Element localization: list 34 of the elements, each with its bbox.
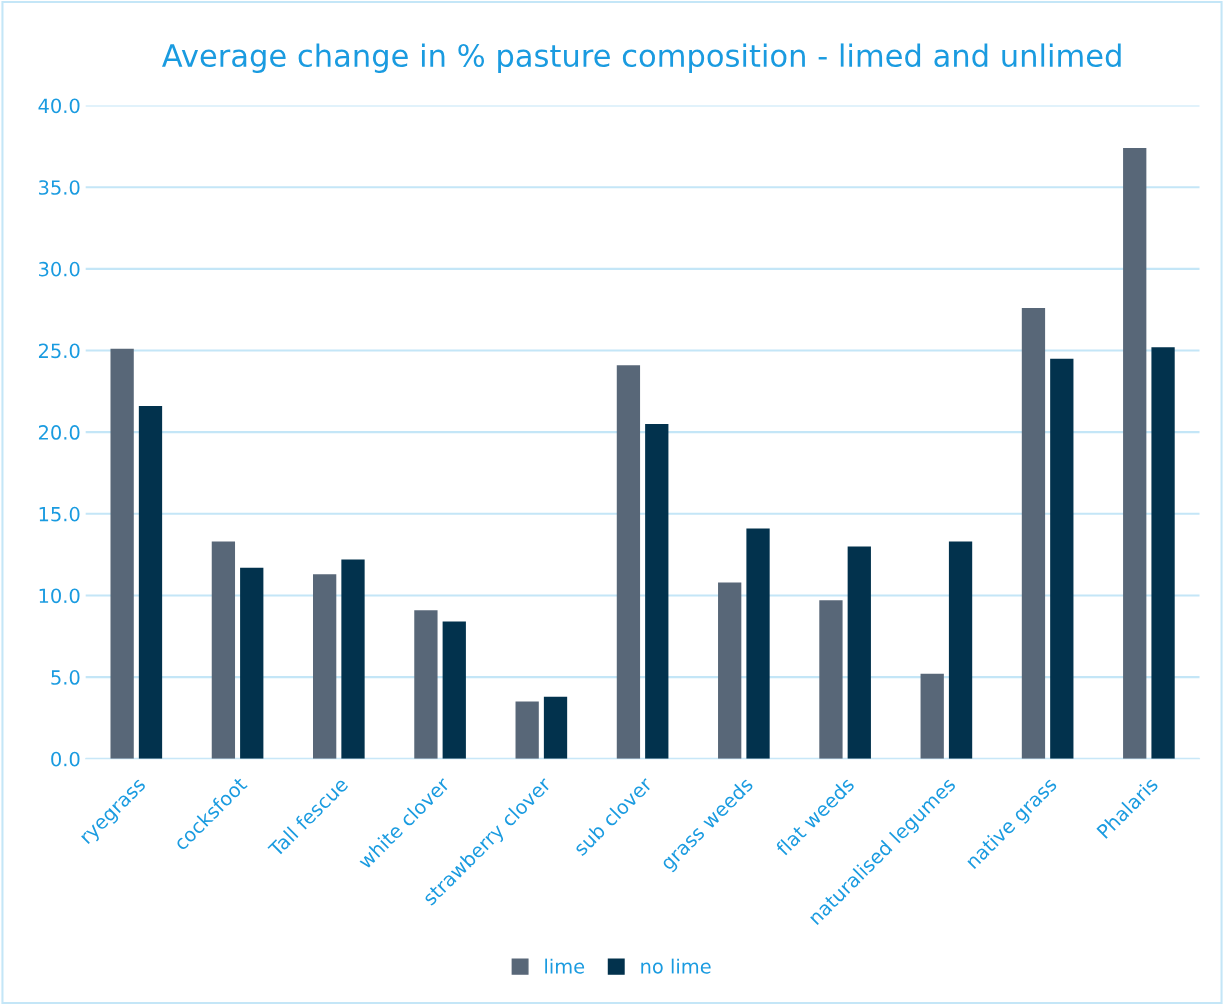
bar: [1123, 147, 1147, 759]
bar: [211, 541, 236, 759]
bar: [1021, 308, 1046, 759]
bar: [442, 621, 466, 759]
y-tick-label: 40.0: [38, 98, 80, 114]
bar: [313, 574, 337, 759]
bar: [746, 528, 770, 759]
y-tick-label: 25.0: [38, 343, 80, 359]
bar: [847, 546, 871, 759]
y-tick-label: 35.0: [39, 180, 80, 195]
bar: [110, 348, 134, 759]
y-tick-label: 0.0: [51, 751, 80, 767]
y-tick-label: 30.0: [39, 261, 80, 277]
bar: [920, 673, 944, 759]
bar: [1151, 347, 1175, 759]
bar: [414, 610, 438, 759]
chart-title: Average change in % pasture composition - limed and unlimed: [162, 43, 1121, 73]
bar: [645, 423, 669, 759]
bar: [718, 582, 742, 759]
bar: [515, 701, 539, 759]
legend-label: lime: [545, 958, 585, 974]
bar: [819, 600, 843, 759]
y-tick-label: 10.0: [39, 588, 80, 604]
legend-label: no lime: [641, 958, 711, 974]
y-tick-label: 15.0: [39, 506, 80, 522]
bar: [948, 541, 973, 759]
bar: [341, 559, 365, 759]
bar: [616, 365, 641, 759]
bar: [1050, 358, 1074, 759]
y-tick-label: 5.0: [51, 670, 80, 685]
bar: [240, 567, 264, 759]
bar: [543, 696, 568, 759]
bar: [138, 406, 163, 759]
y-tick-label: 20.0: [38, 425, 80, 440]
